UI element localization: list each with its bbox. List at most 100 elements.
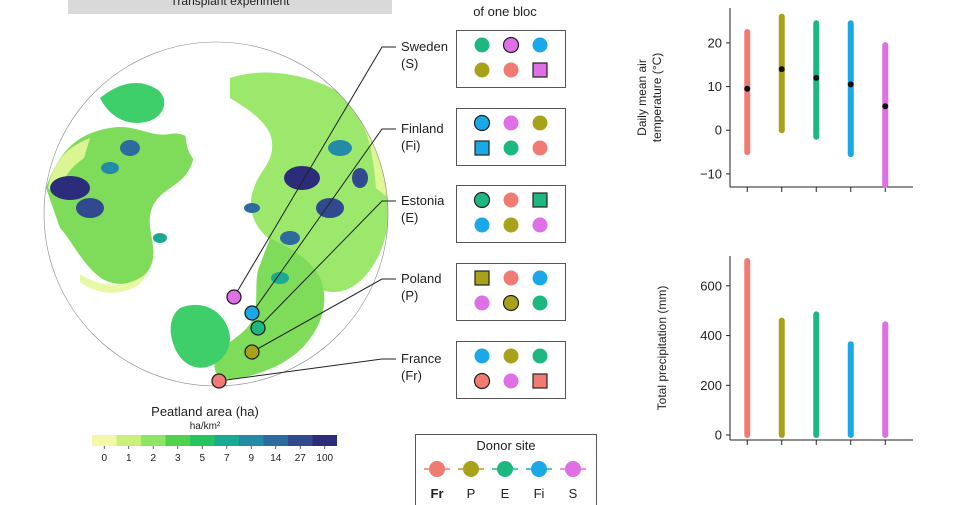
leader-Fi <box>251 128 396 314</box>
land-fringe-2 <box>80 270 150 293</box>
bloc-cell-S <box>503 373 519 389</box>
bloc-cell-Fr <box>503 192 519 208</box>
bloc-cell-Fi <box>474 348 490 364</box>
peat-patch-11 <box>271 272 289 284</box>
bloc-cell-S <box>503 115 519 131</box>
donor-dot-Fi <box>531 461 547 477</box>
bloc-cell-E <box>503 140 519 156</box>
bloc-cell-Fr-home-circle <box>473 372 491 390</box>
site-name: Estonia <box>401 193 445 208</box>
y-tick-label: 200 <box>700 378 722 393</box>
site-abbr: (P) <box>401 288 419 303</box>
land-fringe-1 <box>362 118 388 198</box>
scale-tick-label: 14 <box>270 453 282 464</box>
scale-tick-label: 0 <box>101 453 107 464</box>
scale-tick-label: 3 <box>175 453 181 464</box>
temperature-chart: 20 10 0 −10 Daily mean air temperature (°C) <box>635 8 913 192</box>
bloc-cell-P-home-square <box>474 270 490 286</box>
site-name: Poland <box>401 271 442 286</box>
donor-dot-Fr <box>429 461 445 477</box>
bloc-cell-Fr-home-square <box>532 373 548 389</box>
bloc-cell-Fi-home-square <box>474 140 490 156</box>
peat-patch-2 <box>120 140 140 156</box>
bloc-box-P <box>456 263 566 321</box>
donor-legend-items: Fr P E Fi S <box>424 461 586 501</box>
bloc-cell-Fr <box>503 270 519 286</box>
site-marker-P <box>244 344 260 360</box>
donor-label-Fi: Fi <box>534 486 545 501</box>
donor-dot-S <box>565 461 581 477</box>
bloc-cell-S-home-square <box>532 62 548 78</box>
map-color-scale: 0 1 2 3 5 7 9 14 27 100 <box>92 435 337 464</box>
bloc-box-E <box>456 185 566 243</box>
bloc-cell-Fr <box>503 62 519 78</box>
donor-dot-E <box>497 461 513 477</box>
bloc-cell-Fi <box>532 37 548 53</box>
leader-S <box>233 46 396 298</box>
site-label-E: Estonia (E) <box>401 192 444 226</box>
map-legend-title: Peatland area (ha) <box>151 404 259 419</box>
y-tick-label: 600 <box>700 278 722 293</box>
scale-swatch-7 <box>263 435 288 446</box>
scale-tick-label: 5 <box>199 453 205 464</box>
donor-legend: Donor site Fr P E Fi S <box>415 434 597 505</box>
donor-label-S: S <box>569 486 578 501</box>
scale-swatch-4 <box>190 435 215 446</box>
scale-swatch-8 <box>288 435 313 446</box>
land-mass-0 <box>46 126 194 284</box>
bloc-cell-E <box>532 295 548 311</box>
bloc-cell-P <box>503 348 519 364</box>
land-mass-4 <box>170 304 230 368</box>
site-abbr: (Fi) <box>401 138 421 153</box>
bloc-cell-Fi <box>474 217 490 233</box>
scale-swatch-0 <box>92 435 117 446</box>
site-label-Fr: France (Fr) <box>401 350 441 384</box>
scale-swatch-9 <box>312 435 337 446</box>
site-name: France <box>401 351 442 366</box>
greenland <box>183 93 233 166</box>
donor-legend-title: Donor site <box>476 438 536 453</box>
scale-tick-label: 9 <box>248 453 254 464</box>
temp-mean-Fr <box>744 85 751 92</box>
bloc-grid <box>473 348 548 390</box>
bloc-title: of one bloc <box>473 4 537 19</box>
site-label-P: Poland (P) <box>401 270 441 304</box>
bloc-cell-P <box>503 217 519 233</box>
y-axis-label: temperature (°C) <box>650 53 664 143</box>
land-mass-1 <box>100 83 165 123</box>
bloc-box-Fi <box>456 108 566 166</box>
bloc-grid <box>474 270 548 312</box>
scale-swatch-5 <box>214 435 239 446</box>
donor-label-E: E <box>501 486 510 501</box>
donor-label-Fr: Fr <box>431 486 444 501</box>
site-marker-Fr <box>211 373 227 389</box>
scale-swatch-3 <box>165 435 190 446</box>
bloc-cell-P <box>532 115 548 131</box>
scale-tick-label: 27 <box>295 453 307 464</box>
temp-mean-Fi <box>847 81 854 88</box>
site-label-Fi: Finland (Fi) <box>401 120 444 154</box>
bloc-cell-S <box>532 217 548 233</box>
bloc-cell-E <box>474 37 490 53</box>
peat-patch-7 <box>244 203 260 213</box>
donor-dot-P <box>463 461 479 477</box>
leader-E <box>257 200 396 329</box>
site-abbr: (E) <box>401 210 419 225</box>
leader-P <box>251 278 396 353</box>
peat-patch-0 <box>50 176 90 200</box>
bloc-box-Fr <box>456 341 566 399</box>
site-name: Sweden <box>401 39 448 54</box>
site-abbr: (Fr) <box>401 368 422 383</box>
temp-mean-E <box>813 74 820 81</box>
bloc-cell-Fi-home-circle <box>473 114 491 132</box>
scale-swatch-2 <box>141 435 166 446</box>
peat-patch-10 <box>153 233 167 243</box>
peatland-map <box>43 41 389 387</box>
map-legend: Peatland area (ha) ha/km² 0 1 2 3 5 7 9 14 27 100 <box>90 404 340 467</box>
y-tick-label: −10 <box>700 166 722 181</box>
bloc-cell-P-home-circle <box>502 294 520 312</box>
bloc-cell-S <box>474 295 490 311</box>
peat-patch-1 <box>76 198 104 218</box>
scale-tick-label: 100 <box>316 453 333 464</box>
bloc-cell-E-home-square <box>532 192 548 208</box>
